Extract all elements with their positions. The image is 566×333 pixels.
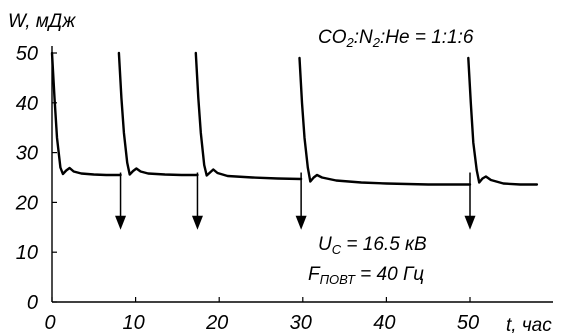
series-line-segment-5 (467, 56, 539, 186)
series-line-segment-3 (194, 51, 303, 181)
gas-refill-arrow-4 (464, 172, 476, 230)
annotation-part: = 40 Гц (355, 264, 424, 285)
x-ticks: 0 10 20 30 40 50 (44, 297, 479, 333)
gas-mixture-annotation: CO2:N2:He = 1:1:6 (318, 27, 474, 50)
axes: 0 10 20 30 40 50 0 10 20 30 40 50 (15, 43, 553, 333)
y-tick-label: 50 (16, 43, 38, 65)
frequency-annotation: FПОВТ = 40 Гц (308, 264, 424, 287)
annotation-part: 2 (372, 35, 381, 50)
series-line-segment-2 (117, 51, 199, 177)
series-line-segment-1 (50, 51, 122, 177)
annotation-part: 2 (346, 35, 355, 50)
series-group (50, 51, 539, 186)
x-tick-label: 50 (457, 312, 479, 333)
gas-refill-arrow-3 (295, 172, 307, 230)
y-tick-label: 40 (16, 93, 38, 115)
x-tick-label: 20 (205, 312, 228, 333)
annotation-part: F (308, 264, 321, 285)
annotation-part: :N (354, 27, 373, 48)
gas-refill-markers (115, 172, 476, 230)
annotation-part: ПОВТ (320, 272, 356, 287)
x-tick-label: 30 (290, 312, 312, 333)
x-tick-label: 10 (122, 312, 144, 333)
y-tick-label: 0 (27, 292, 38, 314)
y-tick-label: 10 (16, 242, 38, 264)
y-axis-title: W, мДж (8, 11, 76, 32)
y-ticks: 0 10 20 30 40 50 (15, 43, 57, 314)
gas-refill-arrow-2 (191, 172, 203, 230)
y-tick-label: 20 (15, 192, 38, 214)
annotation-part: C (332, 242, 342, 257)
annotation-part: CO (318, 27, 347, 48)
series-line-segment-4 (298, 56, 472, 186)
annotation-part: :He = 1:1:6 (380, 27, 474, 48)
x-axis-title: t, час (506, 315, 552, 333)
x-tick-label: 40 (373, 312, 395, 333)
x-tick-label: 0 (44, 312, 55, 333)
gas-refill-arrow-1 (115, 172, 127, 230)
y-tick-label: 30 (16, 143, 38, 165)
voltage-annotation: UC = 16.5 кВ (318, 234, 427, 257)
annotation-part: U (318, 234, 332, 255)
annotation-part: = 16.5 кВ (341, 234, 427, 255)
